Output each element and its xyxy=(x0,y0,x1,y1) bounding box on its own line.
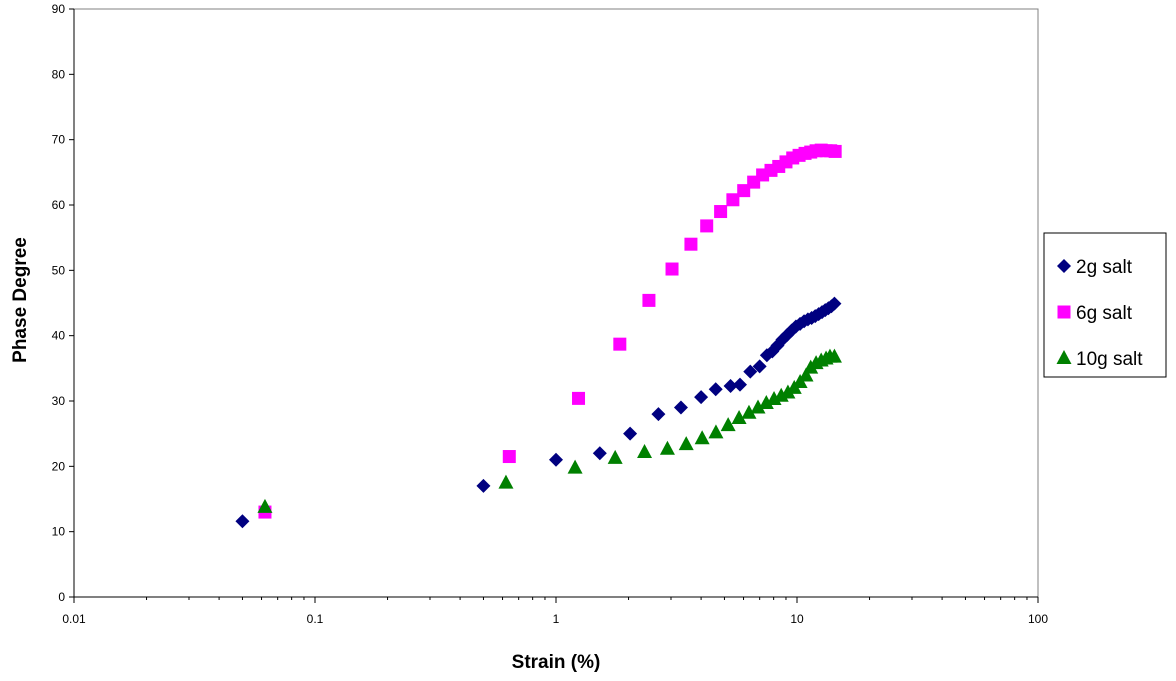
data-point xyxy=(235,514,250,529)
x-tick-label: 0.01 xyxy=(62,612,86,626)
x-tick-label: 0.1 xyxy=(307,612,324,626)
data-point xyxy=(700,219,714,233)
data-point xyxy=(780,384,796,399)
data-point xyxy=(567,459,583,474)
y-tick-label: 70 xyxy=(52,133,66,147)
y-axis-title-group: Phase Degree xyxy=(10,237,31,363)
series-triangle xyxy=(257,348,842,513)
legend: 2g salt 6g salt 10g salt xyxy=(1043,232,1167,378)
data-point xyxy=(549,452,563,467)
data-point xyxy=(257,498,273,513)
data-point xyxy=(502,450,516,464)
x-tick-label: 100 xyxy=(1028,612,1048,626)
x-axis-ticks: 0.01 0.1 1 10 100 xyxy=(62,9,1048,626)
data-series xyxy=(235,143,842,529)
data-point xyxy=(678,436,694,451)
y-tick-label: 20 xyxy=(52,459,66,473)
data-point xyxy=(714,205,728,219)
data-point xyxy=(476,478,491,493)
x-tick-label: 10 xyxy=(790,612,804,626)
y-tick-label: 30 xyxy=(52,394,66,408)
data-point xyxy=(828,144,842,158)
data-point xyxy=(731,409,747,424)
x-tick-label: 1 xyxy=(553,612,560,626)
y-axis-ticks: 0 10 20 30 40 50 60 70 80 90 xyxy=(52,2,74,604)
legend-label: 10g salt xyxy=(1076,349,1143,370)
data-point xyxy=(651,407,666,422)
y-tick-label: 60 xyxy=(52,198,66,212)
data-point xyxy=(592,446,607,461)
legend-label: 2g salt xyxy=(1076,257,1133,278)
data-point xyxy=(732,377,747,392)
data-point xyxy=(637,443,653,458)
data-point xyxy=(752,359,767,374)
y-axis-title: Phase Degree xyxy=(10,237,31,363)
x-axis-title: Strain (%) xyxy=(512,652,601,673)
data-point xyxy=(750,399,766,414)
legend-item: 6g salt xyxy=(1057,303,1133,324)
legend-label: 6g salt xyxy=(1076,303,1133,324)
series-square xyxy=(258,143,842,519)
plot-area xyxy=(73,8,1039,598)
data-point xyxy=(743,364,758,379)
data-point xyxy=(659,440,675,455)
y-tick-label: 80 xyxy=(52,67,66,81)
axes xyxy=(73,8,1039,598)
data-point xyxy=(498,474,514,489)
y-tick-label: 50 xyxy=(52,263,66,277)
legend-item: 10g salt xyxy=(1056,349,1143,370)
data-point xyxy=(572,391,586,405)
data-point xyxy=(694,430,710,445)
legend-marker xyxy=(1056,350,1072,364)
y-tick-label: 0 xyxy=(58,590,65,604)
data-point xyxy=(607,449,623,464)
data-point xyxy=(613,337,627,351)
data-point xyxy=(737,184,751,198)
data-point xyxy=(798,367,814,382)
legend-item: 2g salt xyxy=(1057,257,1133,278)
data-point xyxy=(758,394,774,409)
y-tick-label: 90 xyxy=(52,2,66,16)
data-point xyxy=(623,426,638,441)
data-point xyxy=(642,293,656,307)
data-point xyxy=(673,400,688,415)
data-point xyxy=(684,237,698,251)
y-tick-label: 40 xyxy=(52,329,66,343)
data-point xyxy=(723,378,738,393)
y-tick-label: 10 xyxy=(52,525,66,539)
data-point xyxy=(827,296,842,311)
data-point xyxy=(826,348,842,363)
data-point xyxy=(708,424,724,439)
series-diamond xyxy=(235,296,842,529)
data-point xyxy=(708,382,723,397)
data-point xyxy=(741,404,757,419)
data-point xyxy=(694,390,709,405)
legend-marker xyxy=(1057,259,1071,273)
data-point xyxy=(665,262,679,276)
data-point xyxy=(726,193,740,207)
legend-marker xyxy=(1057,305,1071,319)
data-point xyxy=(720,417,736,432)
